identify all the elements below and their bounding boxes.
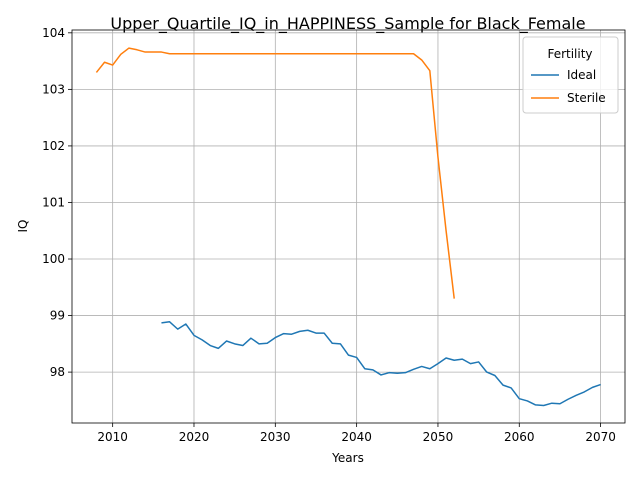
x-tick-label: 2010: [97, 430, 128, 444]
series-line-sterile: [95, 47, 455, 299]
grid-lines: [72, 30, 625, 423]
y-tick-label: 103: [42, 82, 65, 96]
y-tick-label: 101: [42, 195, 65, 209]
y-tick-label: 100: [42, 252, 65, 266]
x-tick-label: 2070: [585, 430, 616, 444]
y-axis-ticks: 98 99 100 101 102 103 104: [42, 26, 72, 379]
x-tick-label: 2030: [260, 430, 291, 444]
y-tick-label: 104: [42, 26, 65, 40]
legend-box: [522, 36, 619, 114]
chart-title: Upper_Quartile_IQ_in_HAPPINESS_Sample fo…: [110, 14, 585, 34]
x-tick-label: 2040: [341, 430, 372, 444]
legend-label-ideal: Ideal: [567, 68, 596, 82]
x-tick-label: 2050: [423, 430, 454, 444]
x-axis-label: Years: [331, 451, 364, 465]
plot-frame: [71, 29, 626, 424]
x-tick-label: 2060: [504, 430, 535, 444]
legend-label-sterile: Sterile: [567, 91, 606, 105]
x-tick-label: 2020: [179, 430, 210, 444]
y-tick-label: 99: [50, 309, 65, 323]
series-line-ideal: [161, 321, 601, 407]
y-tick-label: 98: [50, 365, 65, 379]
legend: Fertility Ideal Sterile: [522, 36, 619, 114]
legend-title: Fertility: [547, 47, 592, 61]
series-lines: [95, 47, 601, 407]
y-tick-label: 102: [42, 139, 65, 153]
x-axis-ticks: 2010 2020 2030 2040 2050 2060 2070: [97, 423, 616, 444]
y-axis-label: IQ: [16, 220, 30, 233]
